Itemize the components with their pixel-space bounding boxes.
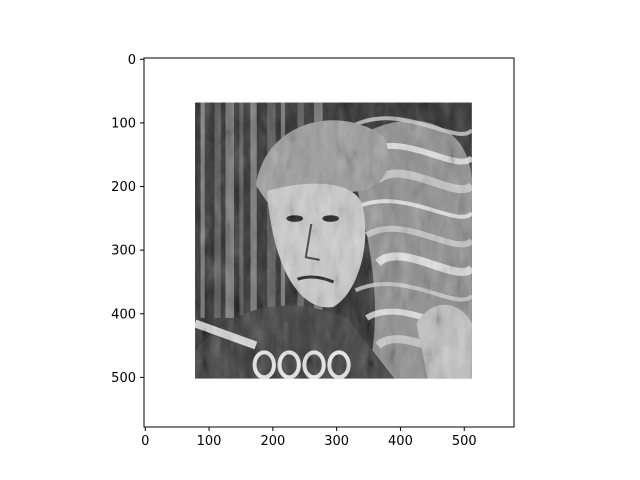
x-tick-label: 0 xyxy=(141,434,149,449)
y-tick-label: 200 xyxy=(111,180,136,195)
image-plot xyxy=(195,102,472,379)
brush-texture xyxy=(195,102,472,379)
y-tick-label: 300 xyxy=(111,244,136,259)
x-tick-label: 100 xyxy=(197,434,222,449)
y-tick-label: 100 xyxy=(111,116,136,131)
x-tick-label: 500 xyxy=(452,434,477,449)
axes-frame xyxy=(143,57,515,428)
x-axis: 0 100 200 300 400 500 xyxy=(141,427,477,449)
x-tick-label: 400 xyxy=(388,434,413,449)
x-tick-label: 200 xyxy=(260,434,285,449)
y-tick-label: 400 xyxy=(111,307,136,322)
y-axis: 0 100 200 300 400 500 xyxy=(111,53,144,386)
y-tick-label: 0 xyxy=(128,53,136,68)
x-tick-label: 300 xyxy=(324,434,349,449)
y-tick-label: 500 xyxy=(111,371,136,386)
